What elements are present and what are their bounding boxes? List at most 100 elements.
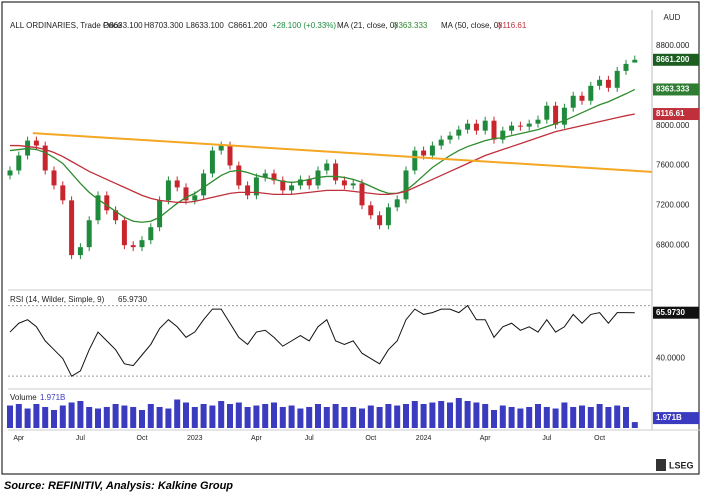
panel-title: RSI (14, Wilder, Simple, 9) xyxy=(10,295,105,304)
panel-value: 1.971B xyxy=(40,393,65,402)
volume-bar xyxy=(139,410,145,428)
candle-body xyxy=(121,220,127,246)
volume-bar xyxy=(587,407,594,428)
frame xyxy=(1,1,700,475)
volume-bar xyxy=(455,398,462,428)
volume-bar xyxy=(561,402,568,428)
candle-body xyxy=(535,119,541,124)
volume-bar xyxy=(341,407,348,428)
candle-body xyxy=(341,180,347,186)
volume-bar xyxy=(499,405,506,428)
candle-body xyxy=(104,195,110,211)
candle-body xyxy=(421,150,427,156)
candle-body xyxy=(148,227,154,241)
volume-bar xyxy=(306,407,313,428)
source: Source: REFINITIV, Analysis: Kalkine Gro… xyxy=(4,480,233,492)
volume-bar xyxy=(403,404,409,428)
volume-bar xyxy=(218,401,225,428)
volume-bar xyxy=(209,405,216,428)
ohlc-label: L8633.100 xyxy=(186,21,224,30)
candle-body xyxy=(359,183,365,206)
x-tick-label: Jul xyxy=(76,435,85,442)
volume-bar xyxy=(147,404,154,428)
y-tick-label: 40.0000 xyxy=(656,354,685,363)
volume-bar xyxy=(165,408,172,428)
trendline xyxy=(32,132,653,173)
panel-title: Volume xyxy=(10,393,37,402)
candle-body xyxy=(183,187,189,201)
volume-bar xyxy=(77,401,84,428)
candle-body xyxy=(597,79,603,86)
candle-body xyxy=(130,245,136,248)
y-tick-label: 8000.000 xyxy=(656,121,690,130)
candle-body xyxy=(324,163,330,171)
volume-bar xyxy=(508,407,515,428)
volume-bar xyxy=(121,405,128,428)
candle-body xyxy=(69,200,75,256)
candle-body xyxy=(174,180,180,188)
candle-body xyxy=(544,105,550,120)
candle-body xyxy=(333,163,339,181)
candle-body xyxy=(157,200,163,228)
volume-bar xyxy=(596,404,603,428)
candle-body xyxy=(245,185,251,196)
candle-body xyxy=(201,173,207,196)
x-tick-label: Apr xyxy=(480,435,492,442)
volume-bar xyxy=(543,407,550,428)
volume-bar xyxy=(112,404,119,428)
candle-body xyxy=(227,145,233,166)
volume-bar xyxy=(570,407,577,428)
volume-bar xyxy=(244,407,251,428)
candle-body xyxy=(632,59,638,63)
volume-bar xyxy=(33,404,40,428)
volume-bar xyxy=(376,407,383,428)
volume-bar xyxy=(7,405,13,428)
volume-bar xyxy=(491,410,497,428)
x-tick-label: Oct xyxy=(594,435,605,442)
x-tick-label: Jul xyxy=(305,435,314,442)
volume-bar xyxy=(42,407,49,428)
candle-body xyxy=(623,63,629,71)
candle-body xyxy=(517,125,523,127)
volume-bar xyxy=(482,404,489,428)
volume-bar xyxy=(253,405,260,428)
x-tick-label: Apr xyxy=(13,435,25,442)
candle-body xyxy=(289,185,295,191)
candle-body xyxy=(262,173,268,178)
change-label: +28.100 (+0.33%) xyxy=(272,21,336,30)
volume-bar xyxy=(394,405,401,428)
volume-bar xyxy=(438,401,445,428)
volume-bar xyxy=(517,408,524,428)
volume-bar xyxy=(59,405,66,428)
volume-bar xyxy=(332,404,339,428)
candle-body xyxy=(95,195,101,221)
candle-body xyxy=(86,220,92,248)
candle-body xyxy=(412,150,418,171)
candle-body xyxy=(509,125,515,131)
legend-label: MA (50, close, 0) xyxy=(441,21,501,30)
volume-bar xyxy=(68,402,75,428)
candle-body xyxy=(113,210,119,221)
y-tick-label: 7600.000 xyxy=(656,161,690,170)
candle-body xyxy=(605,79,611,88)
volume-bar xyxy=(526,407,533,428)
volume-bar xyxy=(227,404,233,428)
candle-body xyxy=(579,95,585,101)
candle-body xyxy=(271,173,277,181)
candle-body xyxy=(456,129,462,136)
candle-body xyxy=(588,85,594,101)
value-tag-label: 8661.200 xyxy=(656,55,690,64)
volume-bar xyxy=(51,410,57,428)
candle-body xyxy=(16,155,22,171)
value-tag xyxy=(653,412,699,425)
x-tick-label: 2024 xyxy=(416,435,432,442)
value-tag xyxy=(653,108,699,121)
x-tick-label: Apr xyxy=(251,435,263,442)
ma-line xyxy=(10,113,635,203)
candle-body xyxy=(394,199,400,208)
volume-bar xyxy=(429,402,436,428)
volume-bar xyxy=(579,405,585,428)
volume-bar xyxy=(288,405,295,428)
volume-bar xyxy=(535,404,541,428)
value-tag-label: 1.971B xyxy=(656,413,682,422)
